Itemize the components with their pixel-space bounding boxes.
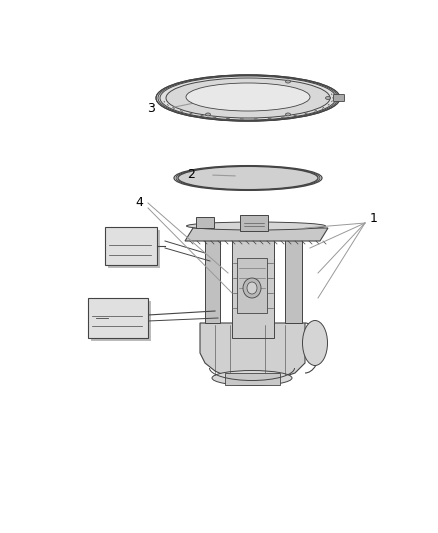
Ellipse shape (176, 166, 320, 190)
Polygon shape (285, 240, 302, 323)
Ellipse shape (156, 75, 340, 121)
FancyBboxPatch shape (240, 215, 268, 231)
Ellipse shape (243, 278, 261, 298)
Bar (237, 258, 267, 313)
FancyBboxPatch shape (105, 227, 157, 265)
Ellipse shape (166, 78, 330, 118)
Polygon shape (200, 323, 305, 380)
Ellipse shape (325, 96, 331, 100)
Ellipse shape (205, 113, 211, 116)
Text: 2: 2 (187, 168, 195, 182)
Text: 4: 4 (135, 197, 143, 209)
Ellipse shape (303, 320, 328, 366)
FancyBboxPatch shape (91, 301, 151, 341)
FancyBboxPatch shape (88, 298, 148, 338)
Ellipse shape (247, 282, 257, 294)
Text: 3: 3 (147, 101, 155, 115)
Ellipse shape (286, 80, 290, 83)
Ellipse shape (212, 370, 292, 385)
Text: 1: 1 (370, 212, 378, 224)
Ellipse shape (286, 113, 290, 116)
FancyBboxPatch shape (108, 230, 160, 268)
Bar (232, 238, 274, 338)
FancyBboxPatch shape (196, 217, 214, 228)
Ellipse shape (187, 222, 325, 230)
FancyBboxPatch shape (333, 94, 345, 101)
Bar (225, 373, 280, 385)
Polygon shape (205, 240, 220, 323)
Ellipse shape (186, 83, 310, 111)
Polygon shape (185, 228, 328, 241)
